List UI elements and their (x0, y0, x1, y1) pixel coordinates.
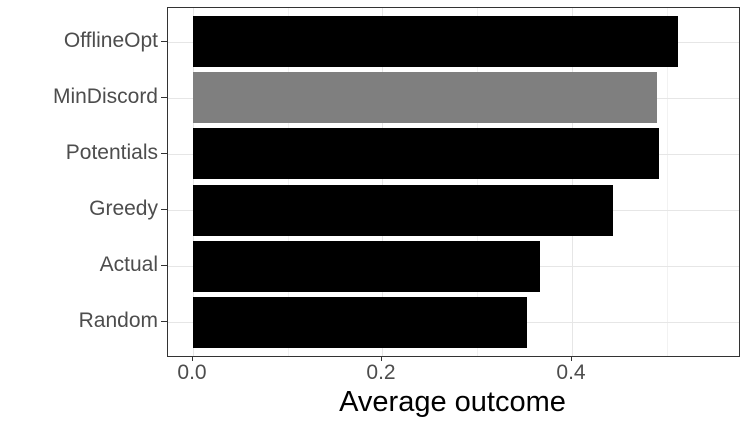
gridline-x-minor (477, 8, 478, 356)
bar-mindiscord (193, 72, 657, 123)
y-axis-tick-mark (161, 209, 167, 210)
x-axis-tick-label: 0.2 (366, 361, 396, 384)
x-axis-tick-label: 0.4 (556, 361, 586, 384)
gridline-x-minor (667, 8, 668, 356)
y-axis-tick-mark (161, 41, 167, 42)
bar-potentials (193, 128, 659, 179)
bar-random (193, 297, 527, 348)
x-axis-tick-mark (381, 356, 382, 361)
gridline-x-major (193, 8, 194, 356)
y-axis-tick-mark (161, 321, 167, 322)
x-axis-tick-mark (571, 356, 572, 361)
x-axis-tick-label: 0.0 (177, 361, 207, 384)
y-axis-label: Actual (99, 253, 158, 276)
x-axis-tick-mark (192, 356, 193, 361)
y-axis-label: Potentials (65, 141, 158, 164)
y-axis-tick-mark (161, 265, 167, 266)
bar-actual (193, 241, 540, 292)
gridline-x-minor (288, 8, 289, 356)
plot-panel (167, 7, 740, 357)
gridline-x-major (572, 8, 573, 356)
y-axis-label: Greedy (89, 197, 158, 220)
bar-greedy (193, 185, 613, 236)
y-axis-label: OfflineOpt (63, 29, 158, 52)
y-axis-tick-mark (161, 153, 167, 154)
y-axis-label: Random (78, 309, 158, 332)
bar-offlineopt (193, 16, 678, 67)
gridline-x-major (382, 8, 383, 356)
y-axis-tick-mark (161, 97, 167, 98)
x-axis-title: Average outcome (339, 386, 566, 418)
y-axis-label: MinDiscord (52, 85, 158, 108)
